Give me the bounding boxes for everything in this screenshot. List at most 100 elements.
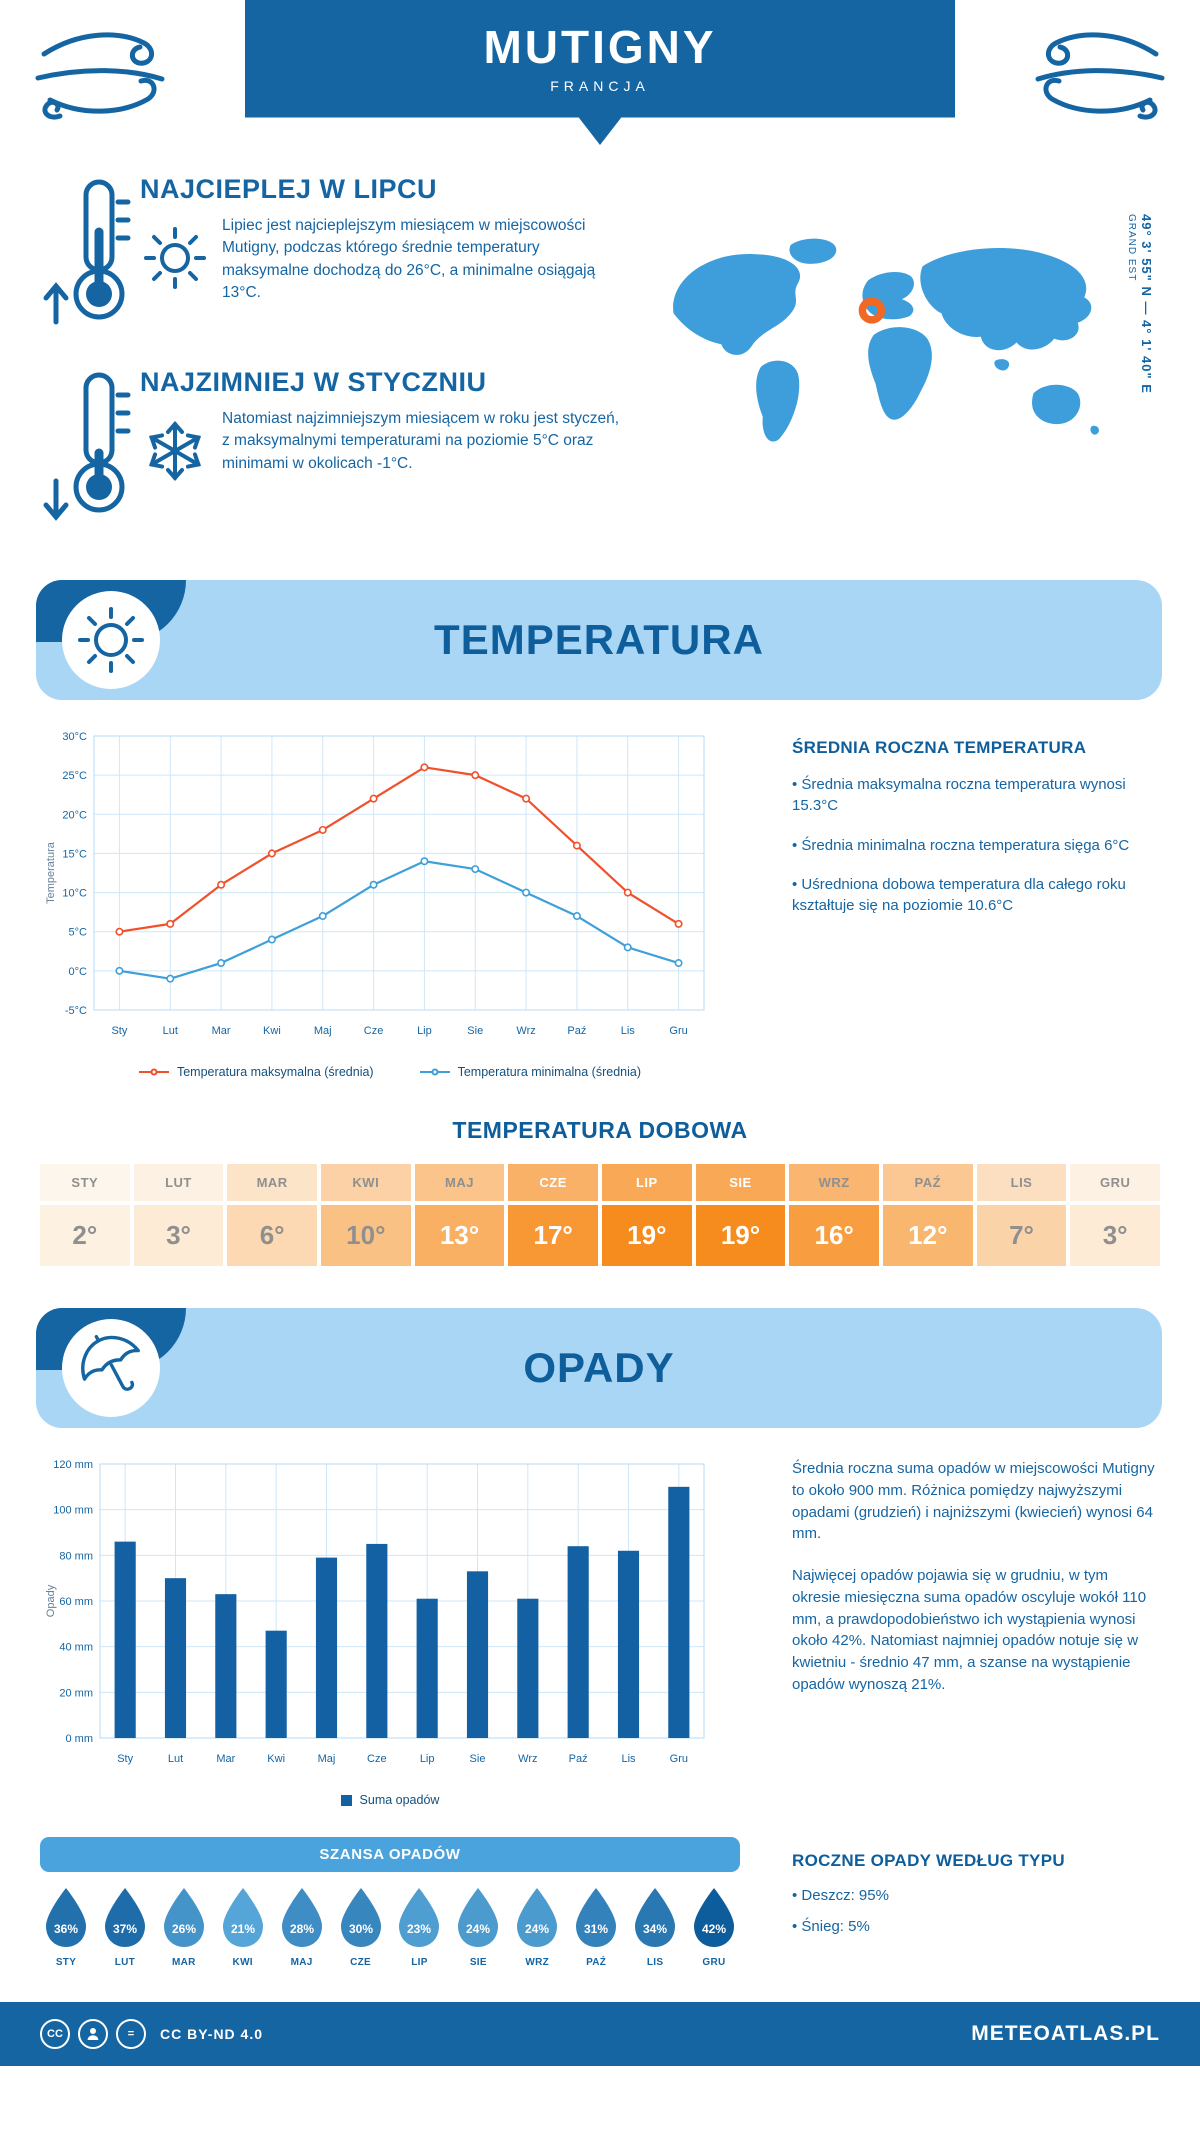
warmest-month-block: NAJCIEPLEJ W LIPCU bbox=[40, 170, 650, 333]
sun-icon bbox=[78, 607, 144, 673]
svg-text:60 mm: 60 mm bbox=[59, 1596, 93, 1608]
daily-temperature-table: STY LUT MAR KWI MAJ CZE LIP SIE WRZ PAŹ LIS GRU 2° 3°… bbox=[40, 1164, 1160, 1266]
chance-drop: 37% LUT bbox=[99, 1886, 151, 1968]
legend-item: Suma opadów bbox=[340, 1793, 439, 1807]
svg-text:Sty: Sty bbox=[117, 1753, 133, 1765]
precipitation-paragraph: Najwięcej opadów pojawia się w grudniu, … bbox=[792, 1567, 1147, 1693]
svg-text:Lis: Lis bbox=[621, 1025, 636, 1037]
temperature-stat-bullet: • Średnia maksymalna roczna temperatura … bbox=[792, 776, 1126, 815]
precipitation-band-title: OPADY bbox=[523, 1344, 675, 1391]
daily-month-header: WRZ bbox=[789, 1164, 879, 1201]
raindrop-icon: 31% bbox=[576, 1888, 617, 1947]
svg-text:24%: 24% bbox=[525, 1922, 549, 1936]
coldest-title: NAJZIMNIEJ W STYCZNIU bbox=[140, 367, 487, 397]
chance-month-label: KWI bbox=[232, 1957, 253, 1968]
svg-text:Sie: Sie bbox=[470, 1753, 486, 1765]
chance-drops-row: 36% STY 37% LUT 26% MAR 21% KWI 28% MAJ 30% CZE 23% L… bbox=[40, 1886, 740, 1968]
svg-text:0°C: 0°C bbox=[69, 966, 88, 978]
daily-temp-cell: 12° bbox=[882, 1205, 973, 1266]
daily-month-header: KWI bbox=[320, 1164, 411, 1201]
raindrop-icon: 37% bbox=[104, 1888, 145, 1947]
by-person-icon bbox=[78, 2019, 108, 2049]
svg-text:21%: 21% bbox=[231, 1922, 255, 1936]
daily-temp-cell: 19° bbox=[601, 1205, 692, 1266]
daily-month-header: STY bbox=[40, 1164, 130, 1201]
svg-text:20°C: 20°C bbox=[62, 809, 87, 821]
svg-text:24%: 24% bbox=[466, 1922, 490, 1936]
daily-month-header: MAJ bbox=[414, 1164, 505, 1201]
coldest-month-block: NAJZIMNIEJ W STYCZNIU bbox=[40, 363, 650, 526]
temperature-band-title: TEMPERATURA bbox=[434, 616, 764, 663]
raindrop-icon: 24% bbox=[517, 1888, 558, 1947]
daily-month-header: PAŹ bbox=[882, 1164, 973, 1201]
license-icons[interactable]: CC = bbox=[40, 2019, 146, 2049]
temperature-stats: ŚREDNIA ROCZNA TEMPERATURA • Średnia mak… bbox=[740, 726, 1160, 1079]
chance-drop: 23% LIP bbox=[393, 1886, 445, 1968]
daily-temp-cell: 10° bbox=[320, 1205, 411, 1266]
legend-item: Temperatura maksymalna (średnia) bbox=[138, 1065, 374, 1079]
svg-text:Opady: Opady bbox=[45, 1584, 57, 1617]
chance-drop: 21% KWI bbox=[217, 1886, 269, 1968]
wind-icon bbox=[1035, 32, 1165, 120]
chance-drop: 30% CZE bbox=[335, 1886, 387, 1968]
temperature-band: TEMPERATURA bbox=[36, 580, 1162, 700]
nd-icon: = bbox=[116, 2019, 146, 2049]
svg-text:Cze: Cze bbox=[364, 1025, 384, 1037]
svg-text:Maj: Maj bbox=[318, 1753, 336, 1765]
daily-temp-cell: 3° bbox=[1070, 1205, 1160, 1266]
daily-month-header: GRU bbox=[1070, 1164, 1160, 1201]
daily-temp-cell: 13° bbox=[414, 1205, 505, 1266]
svg-text:0 mm: 0 mm bbox=[66, 1733, 94, 1745]
raindrop-icon: 28% bbox=[281, 1888, 322, 1947]
footer: CC = CC BY-ND 4.0 METEOATLAS.PL bbox=[0, 2002, 1200, 2066]
cc-icon: CC bbox=[40, 2019, 70, 2049]
svg-text:100 mm: 100 mm bbox=[53, 1505, 93, 1517]
svg-text:Lut: Lut bbox=[168, 1753, 183, 1765]
precipitation-paragraphs: Średnia roczna suma opadów w miejscowośc… bbox=[792, 1458, 1160, 1696]
raindrop-icon: 42% bbox=[693, 1888, 734, 1947]
precipitation-type-title: ROCZNE OPADY WEDŁUG TYPU bbox=[792, 1851, 1065, 1870]
intro-section: NAJCIEPLEJ W LIPCU bbox=[0, 152, 1200, 572]
raindrop-icon: 30% bbox=[340, 1888, 381, 1947]
chance-month-label: SIE bbox=[469, 1957, 487, 1968]
daily-temperature-title: TEMPERATURA DOBOWA bbox=[452, 1117, 748, 1143]
svg-text:36%: 36% bbox=[54, 1922, 78, 1936]
daily-month-header: LIS bbox=[976, 1164, 1067, 1201]
daily-month-header: MAR bbox=[227, 1164, 317, 1201]
svg-text:Kwi: Kwi bbox=[263, 1025, 281, 1037]
svg-text:25°C: 25°C bbox=[62, 770, 87, 782]
warmest-title: NAJCIEPLEJ W LIPCU bbox=[140, 174, 438, 204]
precipitation-chart-legend: Suma opadów bbox=[40, 1793, 740, 1807]
precipitation-type-bullet: • Śnieg: 5% bbox=[792, 1918, 870, 1935]
band-icon-circle bbox=[62, 591, 160, 689]
svg-text:5°C: 5°C bbox=[69, 927, 88, 939]
brand-link[interactable]: METEOATLAS.PL bbox=[971, 2022, 1160, 2045]
raindrop-icon: 36% bbox=[46, 1888, 86, 1947]
svg-text:40 mm: 40 mm bbox=[59, 1642, 93, 1654]
daily-temp-cell: 3° bbox=[133, 1205, 224, 1266]
svg-text:Mar: Mar bbox=[212, 1025, 231, 1037]
warmest-text: Lipiec jest najcieplejszym miesiącem w m… bbox=[222, 217, 596, 302]
raindrop-icon: 34% bbox=[635, 1888, 676, 1947]
page-subtitle: FRANCJA bbox=[550, 78, 650, 94]
svg-text:15°C: 15°C bbox=[62, 848, 87, 860]
svg-text:34%: 34% bbox=[643, 1922, 667, 1936]
coordinates-label: 49° 3' 55" N — 4° 1' 40" E bbox=[1139, 214, 1154, 394]
chance-month-label: MAR bbox=[171, 1957, 196, 1968]
svg-text:Cze: Cze bbox=[367, 1753, 387, 1765]
daily-temp-cell: 7° bbox=[976, 1205, 1067, 1266]
svg-text:Lip: Lip bbox=[420, 1753, 435, 1765]
daily-temp-cell: 2° bbox=[40, 1205, 130, 1266]
precipitation-band: OPADY bbox=[36, 1308, 1162, 1428]
chance-drop: 24% WRZ bbox=[511, 1886, 563, 1968]
svg-text:20 mm: 20 mm bbox=[59, 1687, 93, 1699]
chance-drop: 34% LIS bbox=[629, 1886, 681, 1968]
precipitation-type-bullet: • Deszcz: 95% bbox=[792, 1887, 889, 1904]
temperature-stats-title: ŚREDNIA ROCZNA TEMPERATURA bbox=[792, 738, 1087, 757]
precipitation-type-list: • Deszcz: 95% • Śnieg: 5% bbox=[792, 1887, 1160, 1935]
svg-text:Lis: Lis bbox=[621, 1753, 636, 1765]
svg-text:Lut: Lut bbox=[163, 1025, 178, 1037]
intro-text-column: NAJCIEPLEJ W LIPCU bbox=[40, 170, 650, 556]
svg-text:Paź: Paź bbox=[567, 1025, 586, 1037]
location-marker bbox=[858, 297, 885, 324]
